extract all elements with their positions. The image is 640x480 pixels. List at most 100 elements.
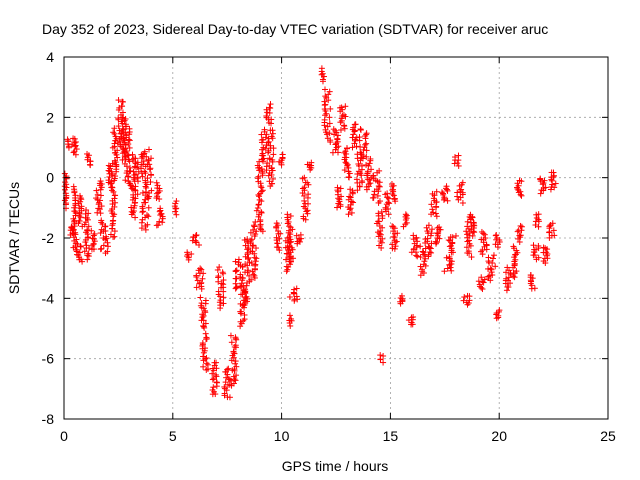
data-point	[157, 205, 164, 212]
data-point	[87, 158, 94, 165]
data-point	[319, 76, 326, 83]
data-point	[119, 98, 126, 105]
data-point	[376, 167, 383, 174]
data-point	[457, 194, 464, 201]
data-point	[218, 280, 225, 287]
data-point	[466, 230, 473, 237]
x-tick-label: 5	[169, 428, 177, 444]
data-point	[94, 191, 101, 198]
data-point	[126, 137, 133, 144]
data-point	[253, 228, 260, 235]
data-point	[242, 242, 249, 249]
data-point	[209, 370, 216, 377]
data-point	[114, 147, 121, 154]
data-point	[448, 267, 455, 274]
data-point	[492, 232, 499, 239]
data-point	[107, 231, 114, 238]
data-point	[220, 277, 227, 284]
data-point	[93, 187, 100, 194]
data-point	[219, 269, 226, 276]
data-point	[482, 235, 489, 242]
data-point	[250, 222, 257, 229]
data-point	[363, 161, 370, 168]
data-point	[402, 211, 409, 218]
data-point	[518, 192, 525, 199]
data-point	[209, 387, 216, 394]
y-tick-label: -6	[42, 351, 55, 367]
data-point	[455, 152, 462, 159]
data-point	[154, 182, 161, 189]
data-point	[72, 138, 79, 145]
y-tick-label: 2	[46, 109, 54, 125]
data-point	[145, 204, 152, 211]
data-point	[221, 383, 228, 390]
data-point	[139, 173, 146, 180]
data-point	[469, 213, 476, 220]
data-point	[549, 177, 556, 184]
data-point	[301, 184, 308, 191]
data-point	[216, 264, 223, 271]
data-point	[258, 165, 265, 172]
data-point	[203, 360, 210, 367]
data-point	[194, 277, 201, 284]
chart-title: Day 352 of 2023, Sidereal Day-to-day VTE…	[42, 21, 548, 37]
data-point	[254, 205, 261, 212]
data-point	[470, 219, 477, 226]
data-point	[70, 183, 77, 190]
x-tick-label: 20	[491, 428, 507, 444]
data-point	[390, 223, 397, 230]
data-point	[209, 376, 216, 383]
data-point	[367, 180, 374, 187]
data-point	[193, 239, 200, 246]
data-point	[286, 242, 293, 249]
data-point	[516, 177, 523, 184]
data-point	[385, 199, 392, 206]
data-point	[258, 226, 265, 233]
data-point	[322, 93, 329, 100]
data-point	[420, 249, 427, 256]
data-point	[444, 197, 451, 204]
data-point	[85, 250, 92, 257]
data-point	[503, 275, 510, 282]
data-point	[119, 109, 126, 116]
data-point	[479, 247, 486, 254]
data-point	[111, 157, 118, 164]
data-point	[144, 193, 151, 200]
data-point	[122, 121, 129, 128]
data-point	[200, 353, 207, 360]
data-point	[349, 144, 356, 151]
data-point	[356, 134, 363, 141]
data-point	[97, 178, 104, 185]
data-point	[233, 363, 240, 370]
data-point	[293, 285, 300, 292]
data-point	[237, 271, 244, 278]
data-point	[242, 286, 249, 293]
data-point	[286, 254, 293, 261]
data-point	[535, 223, 542, 230]
data-point	[284, 234, 291, 241]
data-point	[293, 293, 300, 300]
data-point	[308, 159, 315, 166]
data-point	[83, 206, 90, 213]
data-point	[126, 125, 133, 132]
data-point	[446, 253, 453, 260]
data-point	[146, 166, 153, 173]
data-point	[531, 285, 538, 292]
data-point	[121, 139, 128, 146]
data-point	[414, 253, 421, 260]
data-point	[489, 271, 496, 278]
data-point	[273, 234, 280, 241]
data-point	[376, 198, 383, 205]
data-point	[70, 226, 77, 233]
data-point	[146, 161, 153, 168]
data-point	[377, 231, 384, 238]
data-point	[546, 223, 553, 230]
data-point	[94, 209, 101, 216]
data-point	[139, 203, 146, 210]
data-point	[347, 186, 354, 193]
data-point	[429, 206, 436, 213]
data-point	[337, 185, 344, 192]
data-point	[83, 242, 90, 249]
data-point	[232, 377, 239, 384]
